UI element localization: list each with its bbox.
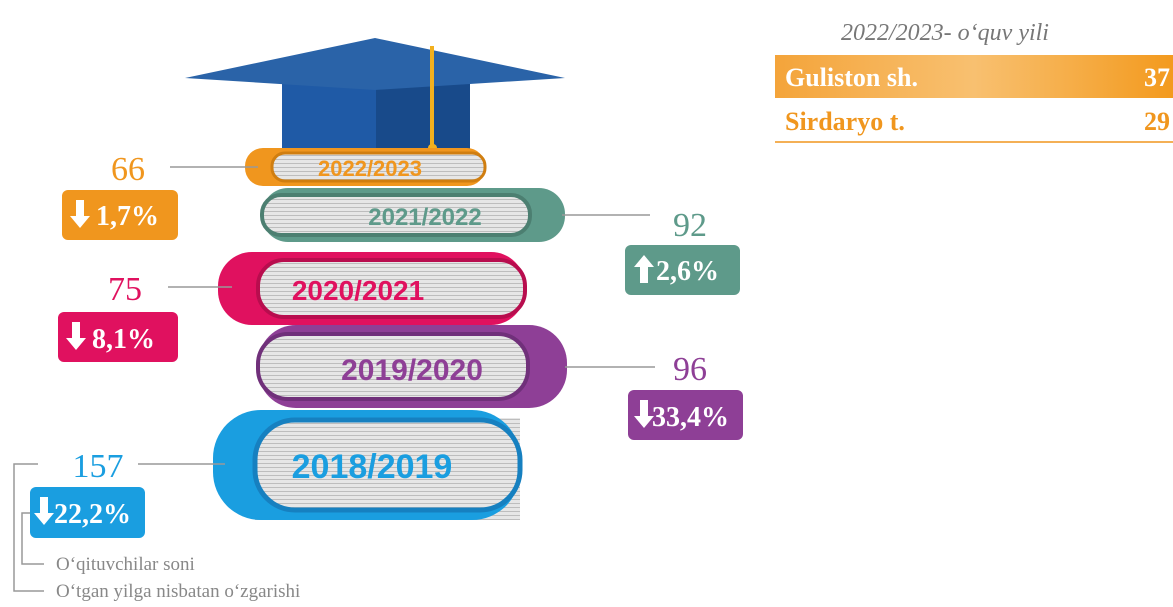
row-value: 37 bbox=[1144, 63, 1170, 92]
legend-lines bbox=[13, 463, 44, 592]
row-label: Sirdaryo t. bbox=[785, 107, 905, 136]
book-2019: 2019/2020 bbox=[256, 325, 567, 408]
book-2020: 2020/2021 bbox=[218, 252, 527, 325]
change: 22,2% bbox=[54, 499, 131, 530]
change: 33,4% bbox=[652, 402, 729, 433]
book-year: 2018/2019 bbox=[292, 448, 453, 486]
change: 2,6% bbox=[656, 256, 719, 287]
badge bbox=[625, 245, 740, 295]
change: 8,1% bbox=[92, 324, 155, 355]
book-year: 2020/2021 bbox=[292, 275, 424, 306]
badge bbox=[62, 190, 178, 240]
change: 1,7% bbox=[96, 201, 159, 232]
count: 157 bbox=[73, 448, 124, 485]
legend-count: O‘qituvchilar soni bbox=[56, 554, 195, 575]
badge bbox=[58, 312, 178, 362]
book-year: 2022/2023 bbox=[318, 156, 422, 181]
book-year: 2021/2022 bbox=[368, 204, 481, 231]
book-2022: 2022/2023 bbox=[245, 148, 487, 186]
row-value: 29 bbox=[1144, 107, 1170, 136]
badge bbox=[30, 487, 145, 538]
count: 66 bbox=[111, 151, 145, 188]
table-header: 2022/2023- o‘quv yili bbox=[841, 20, 1049, 46]
connectors bbox=[138, 166, 655, 465]
book-year: 2019/2020 bbox=[341, 354, 483, 387]
count: 92 bbox=[673, 207, 707, 244]
row-label: Guliston sh. bbox=[785, 63, 918, 92]
book-2018: 2018/2019 bbox=[213, 410, 523, 520]
legend-change: O‘tgan yilga nisbatan o‘zgarishi bbox=[56, 581, 300, 602]
cap bbox=[185, 38, 565, 166]
row-highlight bbox=[775, 55, 1173, 98]
book-2021: 2021/2022 bbox=[260, 188, 565, 242]
count: 96 bbox=[673, 351, 707, 388]
badge bbox=[628, 390, 743, 440]
count: 75 bbox=[108, 271, 142, 308]
